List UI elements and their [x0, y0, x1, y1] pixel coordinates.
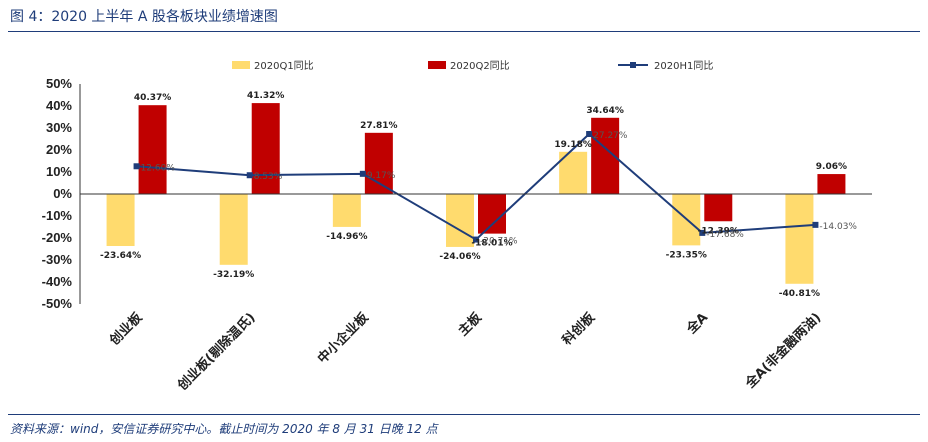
bar-q2-label: -12.39% [698, 226, 739, 236]
y-tick-label: -40% [42, 274, 73, 289]
h1-point [473, 236, 479, 243]
category-label: 主板 [455, 309, 485, 339]
h1-point-label: 12.60% [141, 163, 176, 173]
bar-q2 [817, 174, 846, 194]
legend-swatch [428, 61, 446, 69]
category-label: 全A [683, 310, 711, 338]
category-label: 科创板 [559, 309, 599, 349]
bar-q1-label: -23.35% [666, 250, 707, 260]
bar-q2-label: 41.32% [247, 91, 285, 101]
bar-q1-label: -24.06% [439, 252, 480, 262]
bar-q1-label: -14.96% [326, 232, 367, 242]
bottom-rule [8, 414, 920, 415]
h1-point-label: -17.68% [706, 230, 744, 240]
category-label: 中小企业板 [314, 309, 372, 367]
y-tick-label: 50% [46, 76, 72, 91]
h1-point-label: 9.17% [367, 171, 396, 181]
bar-q2 [478, 194, 506, 234]
y-tick-label: 40% [46, 98, 72, 113]
h1-point [699, 229, 706, 236]
bar-q1 [106, 194, 135, 247]
category-label: 创业板 [106, 309, 146, 349]
top-rule [8, 31, 920, 32]
legend-marker [630, 62, 636, 68]
bar-q1-label: -32.19% [213, 270, 254, 280]
bar-q1 [785, 194, 814, 284]
h1-point-label: 8.53% [254, 172, 283, 182]
legend: 2020Q1同比 2020Q2同比 2020H1同比 [232, 60, 713, 72]
y-axis: 50% 40% 30% 20% 10% 0% -10% -20% -30% -40% -50% [42, 76, 81, 311]
bar-q1 [446, 194, 474, 247]
h1-point-label: -14.03% [819, 222, 857, 232]
bar-q2-label: 34.64% [586, 106, 624, 116]
legend-label: 2020Q1同比 [254, 60, 314, 72]
h1-point [586, 131, 593, 138]
bar-q1-label: -40.81% [779, 289, 820, 299]
source-note: 资料来源：wind，安信证券研究中心。截止时间为 2020 年 8 月 31 日… [10, 422, 438, 436]
h1-point-label: -20.71% [480, 237, 518, 247]
bar-q1-label: -23.64% [100, 251, 141, 261]
bar-q1 [332, 194, 361, 227]
category-label: 创业板(剔除温氏) [174, 310, 259, 395]
y-tick-label: 30% [46, 120, 72, 135]
bar-q2 [251, 103, 280, 194]
y-tick-label: -20% [42, 230, 73, 245]
bar-q2-label: 9.06% [816, 162, 847, 172]
h1-line [133, 131, 819, 243]
h1-point [246, 172, 253, 179]
bar-q2-label: 27.81% [360, 121, 398, 131]
legend-swatch [232, 61, 250, 69]
bars [106, 103, 846, 284]
h1-point-label: 27.27% [593, 131, 628, 141]
bar-q2 [704, 194, 733, 222]
h1-point [359, 170, 366, 177]
y-tick-label: 10% [46, 164, 72, 179]
y-tick-label: -10% [42, 208, 73, 223]
y-tick-label: -30% [42, 252, 73, 267]
y-tick-label: -50% [42, 296, 73, 311]
bar-q2 [138, 105, 167, 194]
y-tick-label: 20% [46, 142, 72, 157]
chart-title: 图 4：2020 上半年 A 股各板块业绩增速图 [10, 9, 278, 25]
bar-q1 [219, 194, 248, 265]
data-labels: -23.64% 40.37% -32.19% 41.32% -14.96% 27.81% -… [100, 91, 857, 299]
x-axis: 创业板 创业板(剔除温氏) 中小企业板 主板 科创板 全A 全A(非金融两油) [80, 193, 872, 395]
h1-point [133, 163, 140, 170]
h1-point [812, 221, 819, 228]
bar-q1-label: 19.18% [554, 140, 592, 150]
y-tick-label: 0% [53, 186, 72, 201]
bar-q2 [364, 132, 393, 194]
legend-label: 2020Q2同比 [450, 60, 510, 72]
legend-label: 2020H1同比 [654, 60, 713, 72]
bar-q2-label: 40.37% [134, 93, 172, 103]
bar-q2-label: -18.01% [471, 239, 512, 249]
category-label: 全A(非金融两油) [742, 310, 825, 393]
